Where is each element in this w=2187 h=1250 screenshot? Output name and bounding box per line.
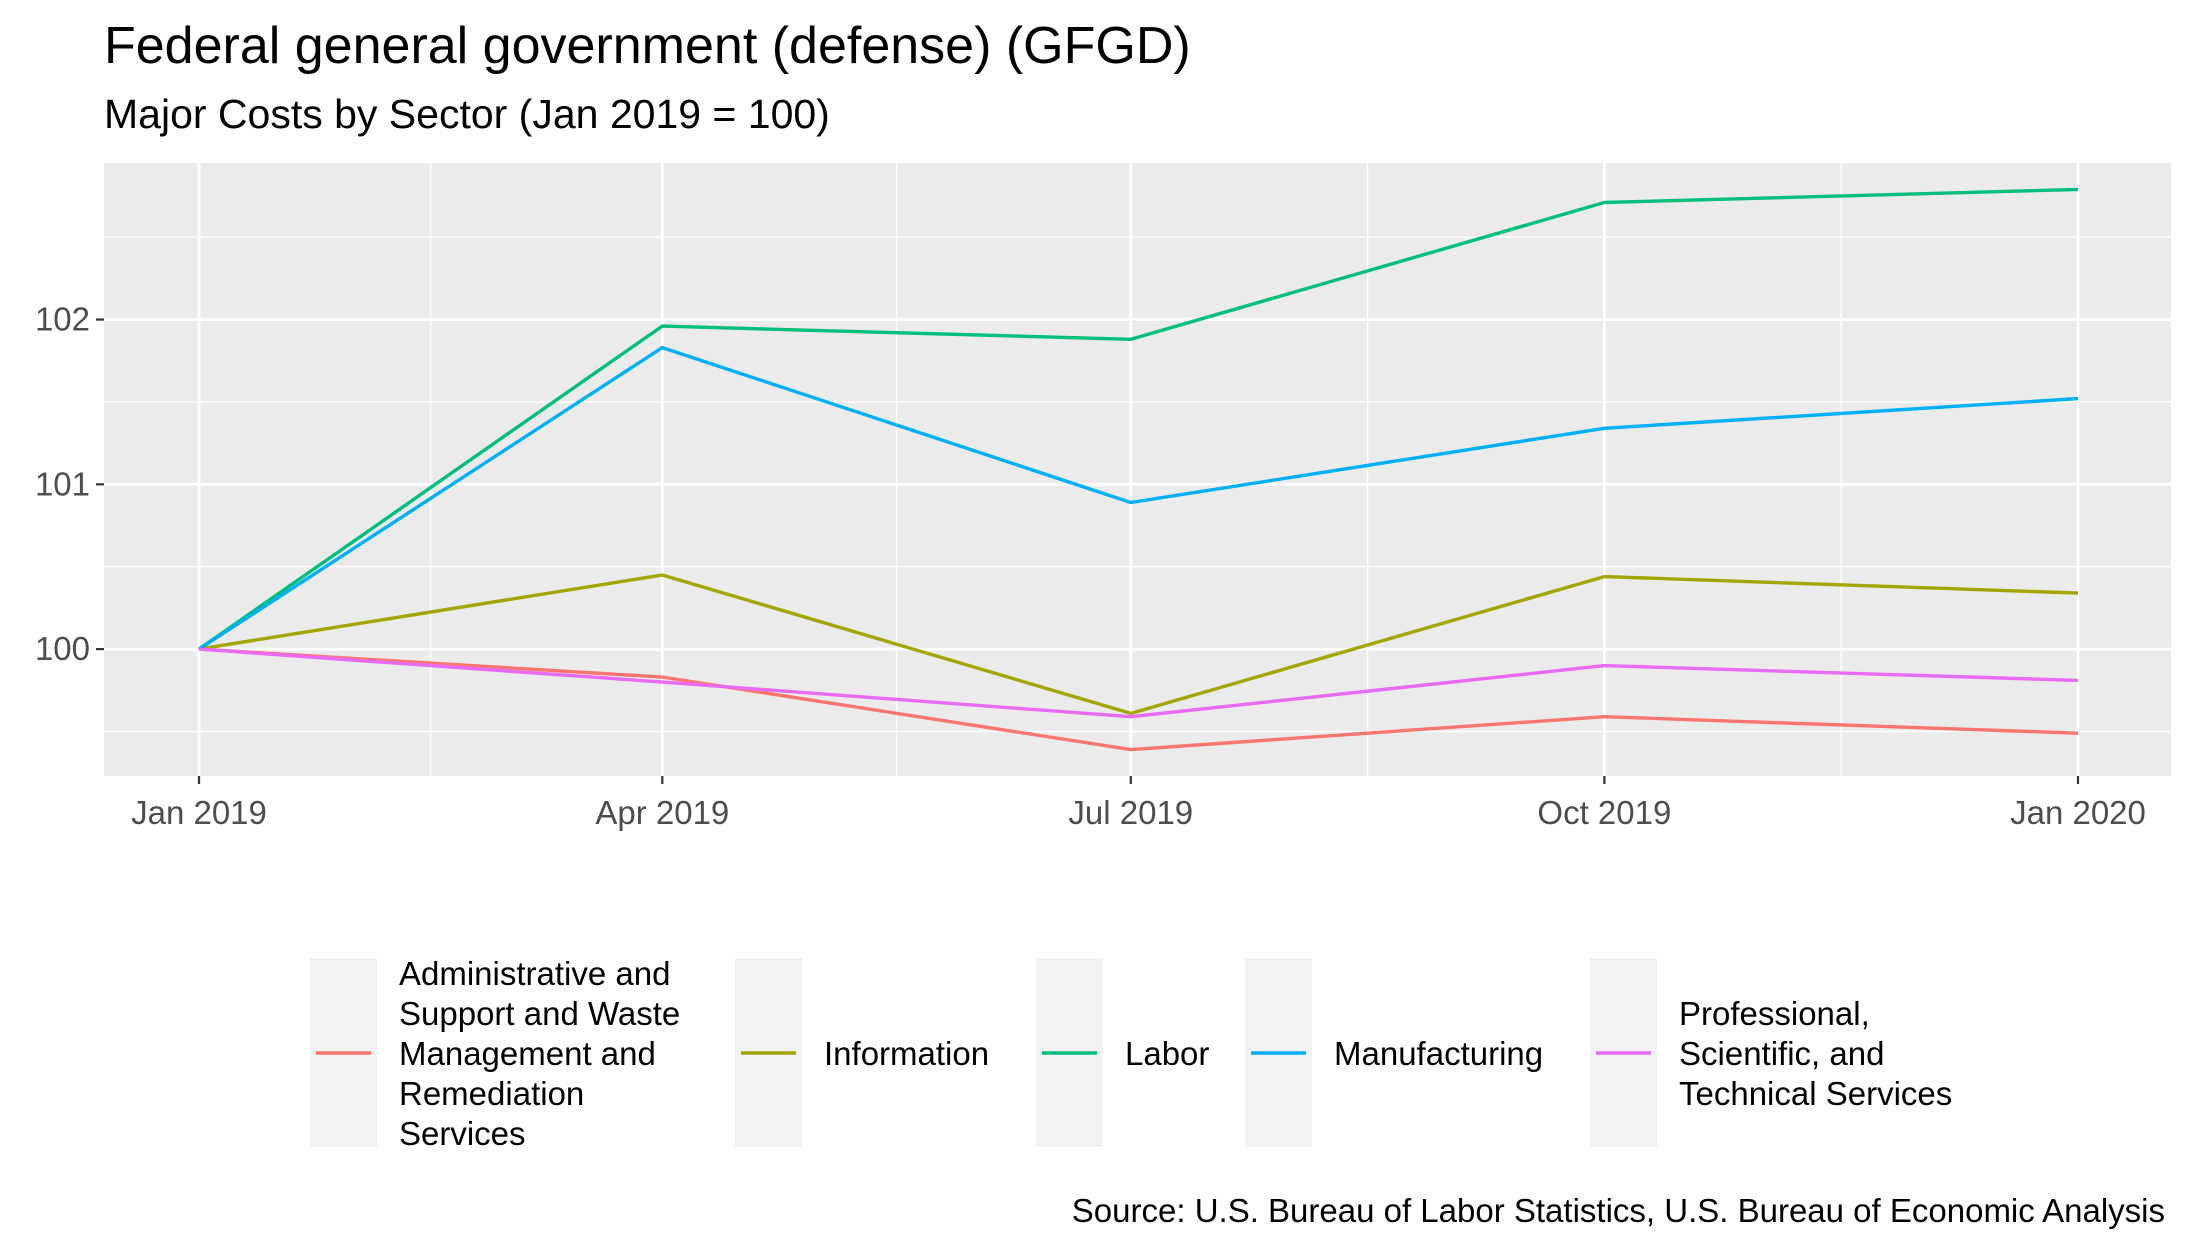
chart-subtitle: Major Costs by Sector (Jan 2019 = 100) — [104, 91, 830, 137]
legend-label: Labor — [1125, 1035, 1209, 1072]
series-line — [198, 187, 2079, 651]
major-gridlines — [104, 163, 2171, 776]
legend-label: Manufacturing — [1334, 1035, 1543, 1072]
plot-panel — [104, 163, 2171, 776]
x-tick-label: Jan 2019 — [131, 794, 267, 831]
legend-label: Professional, Scientific, and Technical Se… — [1679, 995, 1952, 1112]
legend-label: Information — [824, 1035, 989, 1072]
y-tick-label: 102 — [35, 301, 90, 338]
chart-caption: Source: U.S. Bureau of Labor Statistics,… — [1072, 1192, 2165, 1229]
x-tick-label: Apr 2019 — [595, 794, 729, 831]
series-line — [198, 573, 2079, 716]
x-axis: Jan 2019 Apr 2019 Jul 2019 Oct 2019 Jan 2020 — [131, 776, 2146, 831]
x-tick-label: Jan 2020 — [2010, 794, 2146, 831]
y-tick-label: 100 — [35, 630, 90, 667]
legend-label: Administrative and Support and Waste Manag… — [399, 955, 680, 1152]
chart-title: Federal general government (defense) (GF… — [104, 17, 1191, 75]
x-tick-label: Oct 2019 — [1537, 794, 1671, 831]
x-tick-label: Jul 2019 — [1068, 794, 1193, 831]
y-tick-label: 101 — [35, 465, 90, 502]
series-line — [198, 647, 2079, 719]
minor-gridlines — [104, 163, 2171, 776]
series-line — [198, 647, 2079, 752]
series-line — [198, 345, 2079, 651]
legend: Administrative and Support and Waste Manag… — [310, 955, 1952, 1152]
series-lines — [198, 187, 2079, 752]
y-axis: 100 101 102 — [35, 301, 104, 667]
